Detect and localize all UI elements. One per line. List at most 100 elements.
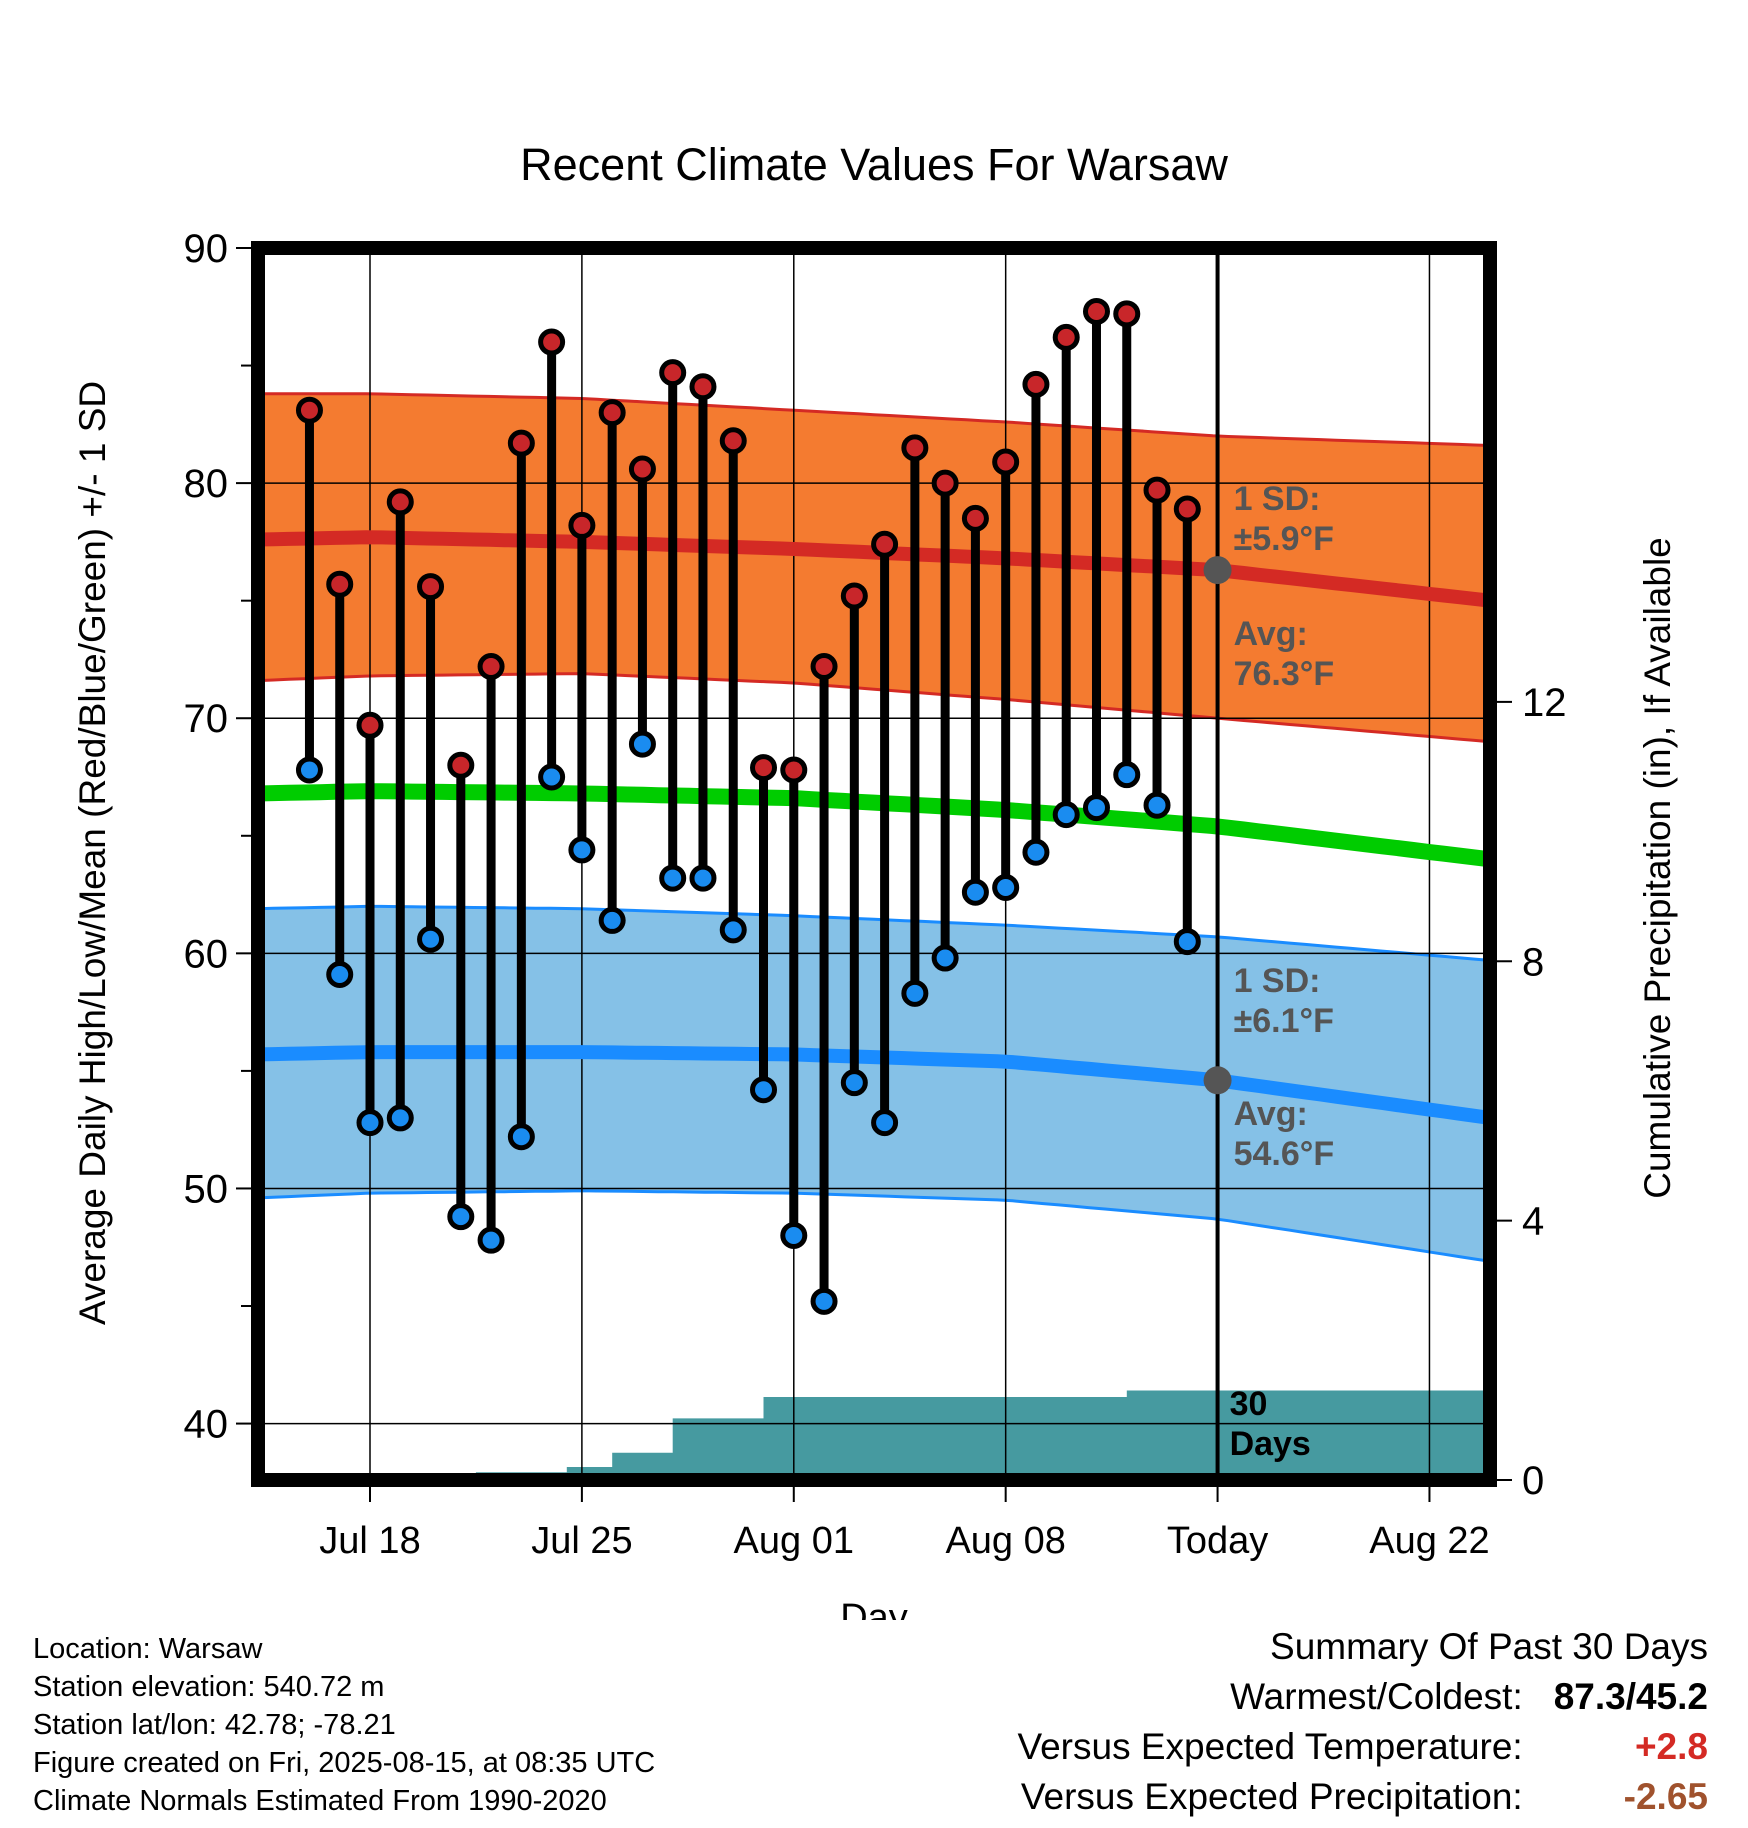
daily-low-point xyxy=(1113,761,1141,789)
daily-high-point xyxy=(598,399,626,427)
y-axis-left-label: Average Daily High/Low/Mean (Red/Blue/Gr… xyxy=(72,381,113,1325)
daily-low-point xyxy=(719,916,747,944)
daily-high-point xyxy=(992,448,1020,476)
daily-low-point xyxy=(1022,838,1050,866)
high-sd-band xyxy=(258,393,1490,742)
daily-low-point xyxy=(295,756,323,784)
summary-panel: Summary Of Past 30 Days Warmest/Coldest:… xyxy=(1017,1622,1708,1822)
latlon-text: Station lat/lon: 42.78; -78.21 xyxy=(33,1709,396,1741)
daily-low-point xyxy=(568,836,596,864)
normal-mean-line xyxy=(258,783,1490,868)
daily-high-point xyxy=(628,455,656,483)
summary-precip: Versus Expected Precipitation: -2.65 xyxy=(1017,1772,1708,1822)
y-left-tick-label: 40 xyxy=(184,1403,229,1447)
daily-low-point xyxy=(1143,791,1171,819)
daily-high-point xyxy=(507,429,535,457)
low-avg-annotation: Avg: 54.6°F xyxy=(1234,1095,1335,1173)
high-sd-annotation: 1 SD: ±5.9°F xyxy=(1234,480,1334,558)
daily-low-point xyxy=(417,925,445,953)
daily-low-point xyxy=(961,878,989,906)
location-text: Location: Warsaw xyxy=(33,1633,263,1665)
window-annotation-line: 30 xyxy=(1230,1385,1268,1423)
precip-label: Versus Expected Precipitation: xyxy=(1020,1776,1523,1817)
x-tick-label: Aug 01 xyxy=(734,1520,854,1562)
low-sd-annotation: 1 SD: ±6.1°F xyxy=(1234,962,1334,1040)
daily-high-point xyxy=(1022,370,1050,398)
daily-high-point xyxy=(750,754,778,782)
daily-high-point xyxy=(719,427,747,455)
summary-temp: Versus Expected Temperature: +2.8 xyxy=(1017,1722,1708,1772)
daily-high-point xyxy=(1113,300,1141,328)
today-high-avg-marker xyxy=(1203,556,1232,585)
daily-low-point xyxy=(840,1069,868,1097)
elevation-text: Station elevation: 540.72 m xyxy=(33,1671,385,1703)
daily-high-point xyxy=(659,359,687,387)
daily-low-point xyxy=(477,1226,505,1254)
chart-title: Recent Climate Values For Warsaw xyxy=(520,139,1228,190)
y-left-tick-label: 70 xyxy=(184,697,229,741)
x-tick-label: Jul 18 xyxy=(319,1520,420,1562)
daily-high-point xyxy=(447,751,475,779)
daily-high-point xyxy=(326,570,354,598)
x-tick-label: Aug 08 xyxy=(945,1520,1065,1562)
today-low-avg-marker xyxy=(1203,1066,1232,1095)
daily-high-point xyxy=(386,488,414,516)
temp-label: Versus Expected Temperature: xyxy=(1017,1726,1523,1767)
daily-low-point xyxy=(901,979,929,1007)
daily-high-point xyxy=(1173,495,1201,523)
daily-low-point xyxy=(1082,794,1110,822)
x-tick-label: Aug 22 xyxy=(1369,1520,1489,1562)
daily-low-point xyxy=(447,1203,475,1231)
daily-high-point xyxy=(1082,297,1110,325)
low-sd-annotation-line: 1 SD: xyxy=(1234,962,1321,1000)
high-avg-annotation: Avg: 76.3°F xyxy=(1234,615,1335,693)
x-axis-label: Day xyxy=(840,1597,908,1620)
daily-high-point xyxy=(689,373,717,401)
window-annotation: 30 Days xyxy=(1230,1385,1311,1463)
high-avg-annotation-line: 76.3°F xyxy=(1234,655,1335,693)
high-sd-annotation-line: 1 SD: xyxy=(1234,480,1321,518)
daily-high-point xyxy=(840,582,868,610)
normals-text: Climate Normals Estimated From 1990-2020 xyxy=(33,1785,607,1817)
warm-cold-value: 87.3/45.2 xyxy=(1553,1676,1708,1717)
y-axis-right-label: Cumulative Precipitation (in), If Availa… xyxy=(1637,537,1678,1199)
daily-low-point xyxy=(1173,928,1201,956)
daily-low-point xyxy=(598,906,626,934)
high-sd-lower-edge xyxy=(258,672,1490,744)
low-sd-band xyxy=(258,906,1490,1262)
station-info: Location: Warsaw Station elevation: 540.… xyxy=(33,1630,655,1820)
summary-warm-cold: Warmest/Coldest: 87.3/45.2 xyxy=(1017,1672,1708,1722)
daily-low-point xyxy=(659,864,687,892)
y-right-tick-label: 12 xyxy=(1522,681,1567,725)
high-avg-annotation-line: Avg: xyxy=(1234,615,1308,653)
low-avg-annotation-line: Avg: xyxy=(1234,1095,1308,1133)
high-sd-upper-edge xyxy=(258,392,1490,447)
x-tick-label: Today xyxy=(1167,1520,1268,1562)
precip-value: -2.65 xyxy=(1623,1776,1708,1817)
daily-low-point xyxy=(750,1076,778,1104)
y-left-tick-label: 50 xyxy=(184,1167,229,1211)
y-left-tick-label: 60 xyxy=(184,932,229,976)
daily-low-point xyxy=(810,1287,838,1315)
y-right-tick-label: 0 xyxy=(1522,1459,1544,1503)
plot-frame xyxy=(251,241,1497,1487)
climate-chart: Recent Climate Values For Warsaw 1 SD: ±5… xyxy=(72,139,1678,1620)
daily-high-point xyxy=(871,530,899,558)
low-sd-annotation-line: ±6.1°F xyxy=(1234,1002,1334,1040)
created-text: Figure created on Fri, 2025-08-15, at 08… xyxy=(33,1747,656,1779)
daily-high-point xyxy=(961,504,989,532)
daily-low-point xyxy=(628,730,656,758)
y-left-tick-label: 90 xyxy=(184,227,229,271)
temp-value: +2.8 xyxy=(1634,1726,1708,1767)
daily-high-point xyxy=(356,711,384,739)
low-avg-annotation-line: 54.6°F xyxy=(1234,1135,1335,1173)
window-annotation-line: Days xyxy=(1230,1425,1311,1463)
daily-low-point xyxy=(356,1109,384,1137)
daily-high-point xyxy=(901,434,929,462)
daily-low-point xyxy=(326,961,354,989)
daily-high-point xyxy=(931,469,959,497)
summary-title: Summary Of Past 30 Days xyxy=(1270,1626,1708,1667)
precip-area xyxy=(258,1390,1490,1480)
x-tick-label: Jul 25 xyxy=(531,1520,632,1562)
y-left-tick-label: 80 xyxy=(184,462,229,506)
